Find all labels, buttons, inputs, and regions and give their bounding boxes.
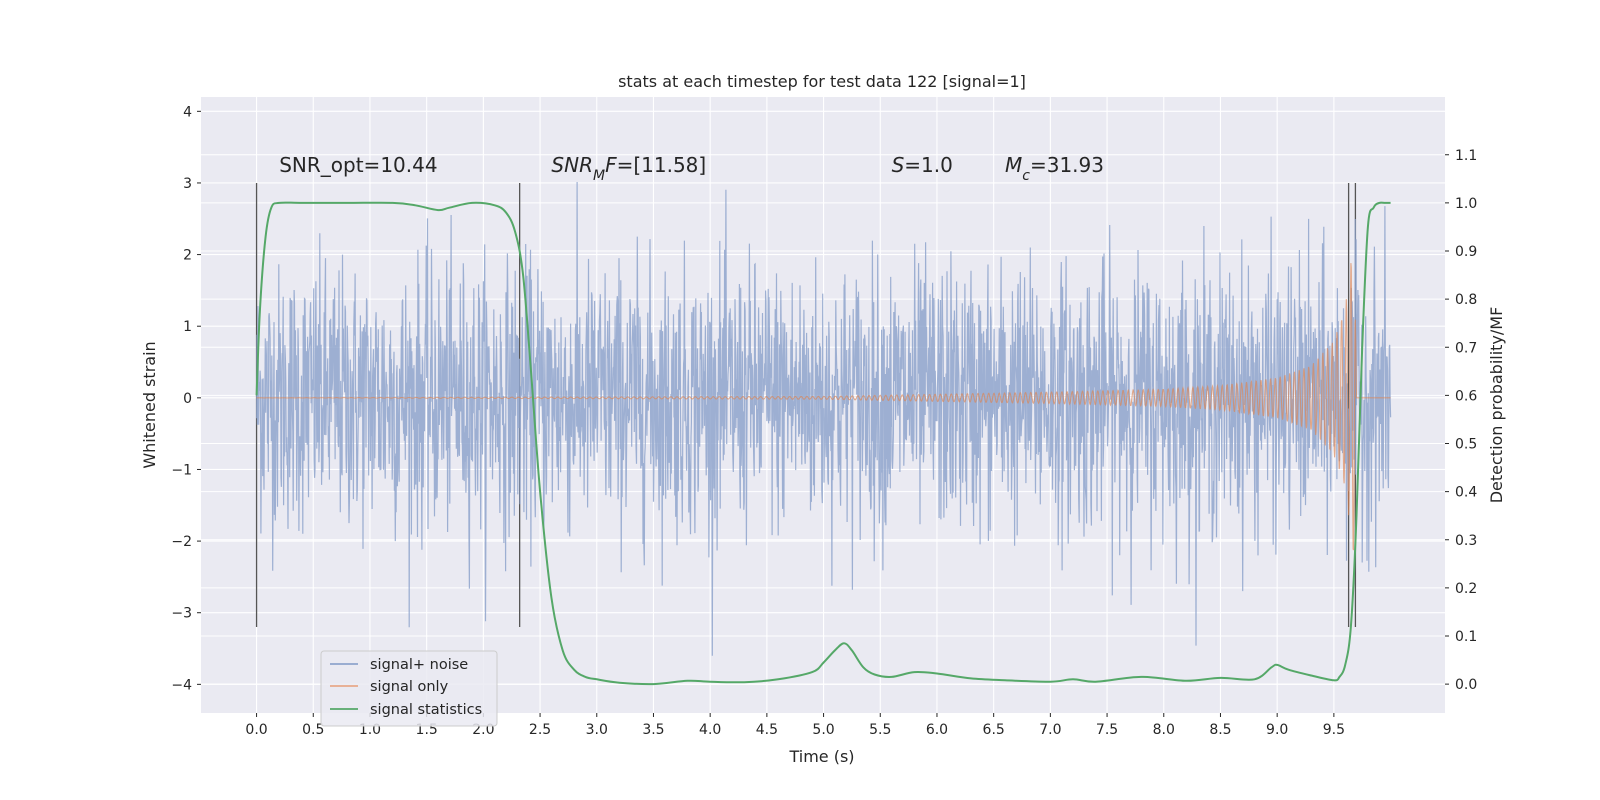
- x-axis-label: Time (s): [788, 747, 854, 766]
- x-tick-label-12: 6.0: [926, 722, 948, 738]
- y2-tick-label-7: 0.7: [1455, 340, 1477, 356]
- y2-tick-label-0: 0.0: [1455, 677, 1477, 693]
- annotation-3: Mc=31.93: [1005, 153, 1104, 184]
- y2-axis-label: Detection probability/MF: [1487, 307, 1506, 504]
- series-signal-only: [256, 263, 1391, 551]
- x-tick-label-17: 8.5: [1209, 722, 1231, 738]
- legend-label-signal-only: signal only: [370, 679, 449, 695]
- y-tick-label-3: −1: [171, 462, 192, 478]
- y-tick-label-4: 0: [183, 391, 192, 407]
- x-tick-label-13: 6.5: [983, 722, 1005, 738]
- x-tick-label-6: 3.0: [586, 722, 608, 738]
- y2-tick-label-5: 0.5: [1455, 437, 1477, 453]
- legend-label-signal-plus-noise: signal+ noise: [370, 657, 468, 673]
- y2-tick-label-9: 0.9: [1455, 244, 1477, 260]
- chart-title: stats at each timestep for test data 122…: [618, 72, 1026, 91]
- series-signal-statistics: [255, 201, 1391, 686]
- x-tick-label-14: 7.0: [1039, 722, 1061, 738]
- x-tick-label-1: 0.5: [302, 722, 324, 738]
- y-tick-label-7: 3: [183, 176, 192, 192]
- x-tick-label-19: 9.5: [1323, 722, 1345, 738]
- annotation-0: SNR_opt=10.44: [279, 153, 437, 177]
- y2-tick-label-6: 0.6: [1455, 388, 1477, 404]
- y-axis-ticks: −4 −3 −2 −1 0 1 2 3 4: [171, 104, 201, 693]
- signal-only-line: [256, 263, 1391, 551]
- series-signal-plus-noise: [256, 181, 1392, 656]
- legend-label-signal-statistics: signal statistics: [370, 702, 482, 718]
- x-tick-label-7: 3.5: [642, 722, 664, 738]
- x-tick-label-16: 8.0: [1153, 722, 1175, 738]
- x-tick-label-8: 4.0: [699, 722, 721, 738]
- signal-plus-noise-line: [256, 181, 1392, 656]
- annotation-2: S=1.0: [892, 153, 953, 177]
- x-tick-label-11: 5.5: [869, 722, 891, 738]
- annotations: SNR_opt=10.44 SNRMF=[11.58] S=1.0 Mc=31.93: [279, 153, 1104, 184]
- y-tick-label-5: 1: [183, 319, 192, 335]
- legend: signal+ noise signal only signal statist…: [320, 650, 498, 727]
- y2-tick-label-3: 0.3: [1455, 533, 1477, 549]
- x-tick-label-5: 2.5: [529, 722, 551, 738]
- y2-tick-label-11: 1.1: [1455, 148, 1477, 164]
- x-tick-label-15: 7.5: [1096, 722, 1118, 738]
- y-tick-label-6: 2: [183, 248, 192, 264]
- legend-box: [320, 650, 498, 727]
- x-axis-ticks: 0.0 0.5 1.0 1.5 2.0 2.5 3.0 3.5 4.0 4.5 5.0 5.5 6.0 6…: [245, 713, 1345, 738]
- y-tick-label-8: 4: [183, 104, 192, 120]
- y-tick-label-2: −2: [171, 534, 192, 550]
- y2-tick-label-10: 1.0: [1455, 196, 1477, 212]
- y2-tick-label-1: 0.1: [1455, 629, 1477, 645]
- signal-statistics-line: [255, 201, 1391, 686]
- y-tick-label-1: −3: [171, 606, 192, 622]
- x-tick-label-10: 5.0: [812, 722, 834, 738]
- x-tick-label-18: 9.0: [1266, 722, 1288, 738]
- y2-tick-label-4: 0.4: [1455, 485, 1477, 501]
- y2-tick-label-2: 0.2: [1455, 581, 1477, 597]
- annotation-1: SNRMF=[11.58]: [551, 153, 706, 184]
- y2-axis-ticks: 0.0 0.1 0.2 0.3 0.4 0.5 0.6 0.7 0.8 0.9 1.0 1.1: [1445, 148, 1477, 693]
- x-tick-label-0: 0.0: [245, 722, 267, 738]
- y-axis-label: Whitened strain: [140, 341, 159, 468]
- x-tick-label-9: 4.5: [756, 722, 778, 738]
- y-tick-label-0: −4: [171, 677, 192, 693]
- y2-tick-label-8: 0.8: [1455, 292, 1477, 308]
